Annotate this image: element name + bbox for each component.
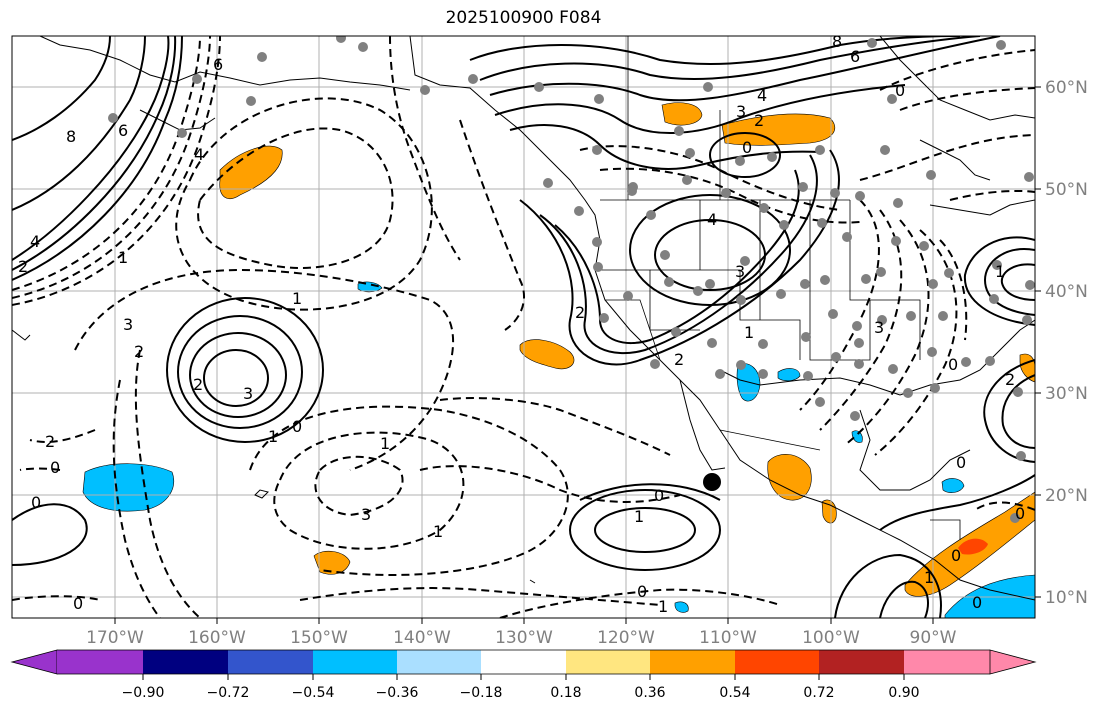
contour-label: 2 bbox=[575, 303, 585, 322]
colorbar-tick: 0.54 bbox=[719, 685, 750, 701]
lat-label: 20°N bbox=[1045, 486, 1088, 506]
lat-label: 10°N bbox=[1045, 588, 1088, 608]
colorbar-segment bbox=[819, 650, 904, 674]
colorbar-tick: −0.54 bbox=[292, 685, 335, 701]
lon-label: 90°W bbox=[910, 628, 957, 648]
contour-label: 0 bbox=[31, 493, 41, 512]
contour-label: 0 bbox=[654, 486, 664, 505]
contour-label: 8 bbox=[832, 32, 842, 51]
colorbar-tick: −0.36 bbox=[376, 685, 419, 701]
solid-contours bbox=[12, 36, 1035, 618]
contour-label: 1 bbox=[924, 568, 934, 587]
contour-label: 3 bbox=[736, 102, 746, 121]
colorbar-segment bbox=[481, 650, 566, 674]
contour-label: 0 bbox=[948, 355, 958, 374]
location-marker[interactable] bbox=[703, 473, 721, 491]
contour-label: 2 bbox=[18, 257, 28, 276]
contour-label: 0 bbox=[742, 138, 752, 157]
contour-label: 0 bbox=[951, 546, 961, 565]
colorbar-segment bbox=[735, 650, 819, 674]
contour-label: 1 bbox=[658, 597, 668, 616]
lat-label: 60°N bbox=[1045, 78, 1088, 98]
colorbar-tick: −0.18 bbox=[460, 685, 503, 701]
contour-label: 1 bbox=[744, 323, 754, 342]
contour-label: 2 bbox=[45, 432, 55, 451]
colorbar-segment bbox=[313, 650, 397, 674]
contour-label: 1 bbox=[380, 434, 390, 453]
contour-label: 6 bbox=[118, 121, 128, 140]
contour-label: 3 bbox=[123, 315, 133, 334]
latitude-labels: 60°N 50°N 40°N 30°N 20°N 10°N bbox=[1045, 78, 1088, 608]
colorbar-tick: −0.72 bbox=[207, 685, 250, 701]
contour-label: 1 bbox=[292, 289, 302, 308]
contour-label: 0 bbox=[292, 417, 302, 436]
contour-label: 1 bbox=[118, 248, 128, 267]
colorbar-segment bbox=[397, 650, 481, 674]
contour-label: 1 bbox=[268, 427, 278, 446]
station-dots bbox=[108, 36, 1035, 523]
contour-label: 6 bbox=[213, 55, 223, 74]
contour-labels: 8 6 4 2 1 6 4 8 6 4 3 2 0 4 3 3 2 1 3 2 … bbox=[18, 32, 1025, 616]
contour-label: 0 bbox=[895, 81, 905, 100]
chart-title: 2025100900 F084 bbox=[445, 8, 602, 28]
lon-label: 130°W bbox=[495, 628, 553, 648]
contour-label: 0 bbox=[637, 582, 647, 601]
lon-label: 170°W bbox=[86, 628, 144, 648]
colorbar-segment bbox=[143, 650, 228, 674]
lon-label: 110°W bbox=[699, 628, 757, 648]
contour-label: 6 bbox=[850, 47, 860, 66]
colorbar-extend-min bbox=[10, 649, 58, 675]
lon-label: 120°W bbox=[597, 628, 655, 648]
contour-label: 2 bbox=[1005, 370, 1015, 389]
lat-label: 40°N bbox=[1045, 282, 1088, 302]
contour-label: 0 bbox=[1015, 504, 1025, 523]
colorbar-segment bbox=[57, 650, 143, 674]
colorbar-tick: 0.18 bbox=[550, 685, 581, 701]
axis-ticks bbox=[114, 86, 1041, 624]
lat-label: 50°N bbox=[1045, 180, 1088, 200]
colorbar-tick: 0.72 bbox=[803, 685, 834, 701]
colorbar: −0.90 −0.72 −0.54 −0.36 −0.18 0.18 0.36 … bbox=[10, 649, 1037, 701]
contour-label: 3 bbox=[243, 384, 253, 403]
lon-label: 100°W bbox=[802, 628, 860, 648]
colorbar-tick: 0.90 bbox=[888, 685, 919, 701]
contour-label: 3 bbox=[735, 262, 745, 281]
colorbar-segment bbox=[228, 650, 313, 674]
contour-label: 4 bbox=[194, 145, 204, 164]
contour-label: 1 bbox=[634, 507, 644, 526]
colorbar-segment bbox=[650, 650, 735, 674]
lon-label: 150°W bbox=[290, 628, 348, 648]
contour-label: 4 bbox=[707, 210, 717, 229]
colorbar-extend-max bbox=[989, 649, 1037, 675]
contour-label: 0 bbox=[50, 458, 60, 477]
contour-label: 8 bbox=[66, 127, 76, 146]
contour-label: 4 bbox=[757, 86, 767, 105]
contour-label: 0 bbox=[972, 593, 982, 612]
contour-label: 2 bbox=[674, 350, 684, 369]
dashed-contours bbox=[12, 36, 1035, 618]
lon-label: 140°W bbox=[393, 628, 451, 648]
contour-label: 3 bbox=[874, 318, 884, 337]
lon-label: 160°W bbox=[188, 628, 246, 648]
lat-label: 30°N bbox=[1045, 384, 1088, 404]
colorbar-segment bbox=[904, 650, 990, 674]
colorbar-tick: −0.90 bbox=[122, 685, 165, 701]
contour-label: 3 bbox=[361, 505, 371, 524]
contour-label: 4 bbox=[30, 232, 40, 251]
contour-label: 2 bbox=[134, 342, 144, 361]
colorbar-segment bbox=[566, 650, 650, 674]
contour-label: 1 bbox=[433, 522, 443, 541]
longitude-labels: 170°W 160°W 150°W 140°W 130°W 120°W 110°… bbox=[86, 628, 957, 648]
contour-label: 2 bbox=[754, 111, 764, 130]
contour-label: 1 bbox=[995, 262, 1005, 281]
colorbar-tick: 0.36 bbox=[634, 685, 665, 701]
contour-label: 0 bbox=[956, 453, 966, 472]
contour-label: 2 bbox=[193, 375, 203, 394]
contour-label: 0 bbox=[73, 594, 83, 613]
